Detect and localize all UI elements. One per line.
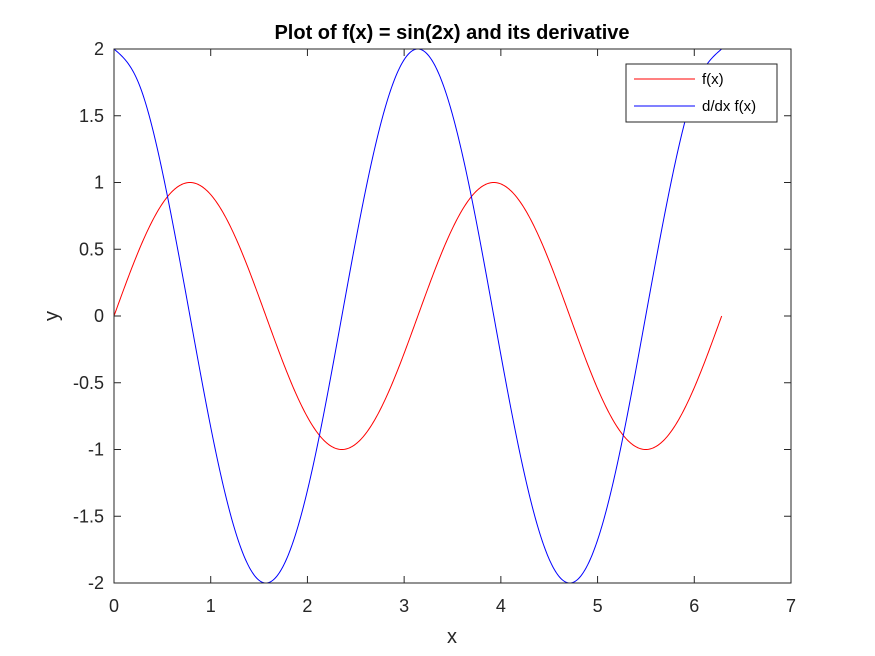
x-tick-label: 4 [496,596,506,616]
y-tick-label: 1.5 [79,106,104,126]
y-axis-label: y [41,311,63,321]
y-tick-label: 1 [94,173,104,193]
y-tick-label: 0 [94,306,104,326]
legend-box [625,63,778,123]
y-tick-label: -2 [88,573,104,593]
x-tick-label: 2 [302,596,312,616]
y-tick-label: -0.5 [73,373,104,393]
plot-area [114,49,791,583]
x-tick-label: 6 [689,596,699,616]
series-line-derivative [114,49,723,583]
legend-label-f: f(x) [702,71,724,88]
legend: f(x) d/dx f(x) [625,63,778,123]
x-tick-label: 0 [109,596,119,616]
x-tick-label: 5 [593,596,603,616]
y-tick-label: -1 [88,440,104,460]
y-tick-label: 2 [94,39,104,59]
y-tick-label: -1.5 [73,506,104,526]
y-tick-label: 0.5 [79,239,104,259]
x-axis-label: x [447,626,457,648]
x-tick-label: 1 [206,596,216,616]
tick-layer: 0 1 2 3 4 5 6 7 -2 -1.5 -1 -0.5 0 0.5 1 1.5 2 [73,39,796,616]
x-tick-label: 7 [786,596,796,616]
chart-title: Plot of f(x) = sin(2x) and its derivativ… [274,22,629,44]
legend-label-derivative: d/dx f(x) [702,98,756,115]
series-layer [114,49,723,583]
x-tick-label: 3 [399,596,409,616]
series-line-f [114,181,723,451]
